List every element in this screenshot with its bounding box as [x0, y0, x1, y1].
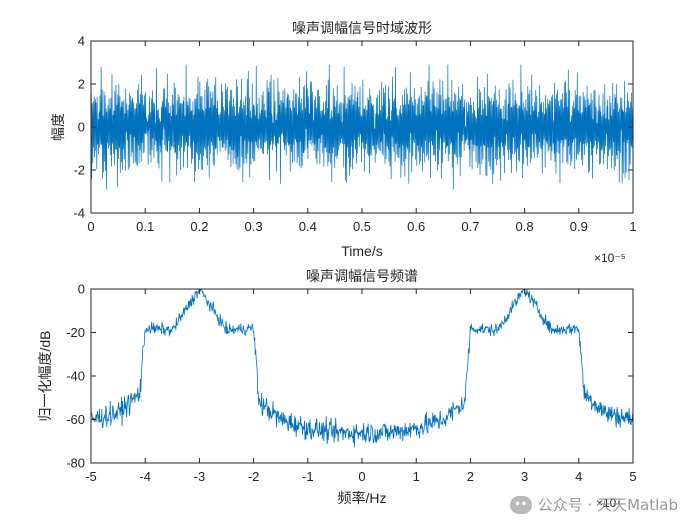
y-tick-label: -60 — [66, 412, 85, 427]
y-tick-label: 0 — [78, 282, 85, 297]
x-tick-label: 0 — [87, 219, 94, 234]
x-tick-label: 0.3 — [245, 219, 263, 234]
x-axis-ticks: 0 0.1 0.2 0.3 0.4 0.5 0.6 0.7 0.8 0.9 1 — [87, 41, 637, 234]
wechat-icon: •• — [509, 495, 532, 514]
spectrum-series — [90, 288, 634, 448]
x-tick-label: 0.7 — [461, 219, 479, 234]
watermark: •• 公众号 · 天天Matlab — [509, 494, 678, 515]
y-tick-label: 0 — [78, 120, 85, 135]
x-tick-label: 4 — [575, 469, 582, 484]
x-tick-label: 0.8 — [516, 219, 534, 234]
watermark-text: 公众号 · 天天Matlab — [537, 496, 678, 514]
spectrum-line — [90, 288, 634, 448]
plot-area-border — [90, 288, 634, 464]
x-tick-label: -5 — [85, 469, 97, 484]
x-exponent-label: ×10⁷ — [596, 496, 621, 510]
x-tick-label: -2 — [248, 469, 260, 484]
x-tick-label: 1 — [413, 469, 420, 484]
chart-title: 噪声调幅信号频谱 — [306, 268, 418, 284]
x-tick-label: -4 — [139, 469, 151, 484]
x-exponent-label: ×10⁻⁵ — [594, 251, 626, 265]
x-tick-label: 0.4 — [299, 219, 317, 234]
y-tick-label: -80 — [66, 456, 85, 471]
y-tick-label: -40 — [66, 369, 85, 384]
x-tick-label: 0.2 — [190, 219, 208, 234]
x-tick-label: 3 — [521, 469, 528, 484]
y-tick-label: 4 — [78, 34, 85, 49]
x-tick-label: 0.1 — [136, 219, 154, 234]
y-tick-label: 2 — [78, 77, 85, 92]
x-axis-label: Time/s — [341, 243, 382, 259]
x-tick-label: -1 — [302, 469, 314, 484]
subplot-time-domain: 噪声调幅信号时域波形 0 0.1 0.2 0.3 0.4 0.5 0.6 0.7 0.8 0.9 1… — [50, 20, 637, 265]
x-axis-ticks: -5 -4 -3 -2 -1 0 1 2 3 4 5 — [85, 289, 637, 484]
x-tick-label: -3 — [194, 469, 206, 484]
chart-title: 噪声调幅信号时域波形 — [292, 20, 432, 36]
x-axis-label: 频率/Hz — [338, 490, 387, 506]
y-tick-label: -20 — [66, 325, 85, 340]
subplot-spectrum: 噪声调幅信号频谱 -5 -4 -3 -2 -1 0 1 2 3 4 5 -80-60-40-200 … — [37, 268, 637, 510]
x-tick-label: 0 — [358, 469, 365, 484]
y-axis-ticks: -4 -2 0 2 4 — [73, 34, 633, 221]
y-axis-label: 归一化幅度/dB — [37, 330, 53, 421]
waveform-series — [90, 64, 634, 190]
y-tick-label: -4 — [73, 206, 85, 221]
waveform-line — [90, 64, 634, 190]
x-tick-label: 2 — [467, 469, 474, 484]
x-tick-label: 0.6 — [407, 219, 425, 234]
x-tick-label: 0.9 — [570, 219, 588, 234]
x-tick-label: 0.5 — [353, 219, 371, 234]
y-axis-label: 幅度 — [50, 113, 66, 141]
x-tick-label: 1 — [629, 219, 636, 234]
y-tick-label: -2 — [73, 163, 85, 178]
y-axis-ticks: -80 -60 -40 -20 0 — [66, 282, 633, 471]
x-tick-label: 5 — [629, 469, 636, 484]
